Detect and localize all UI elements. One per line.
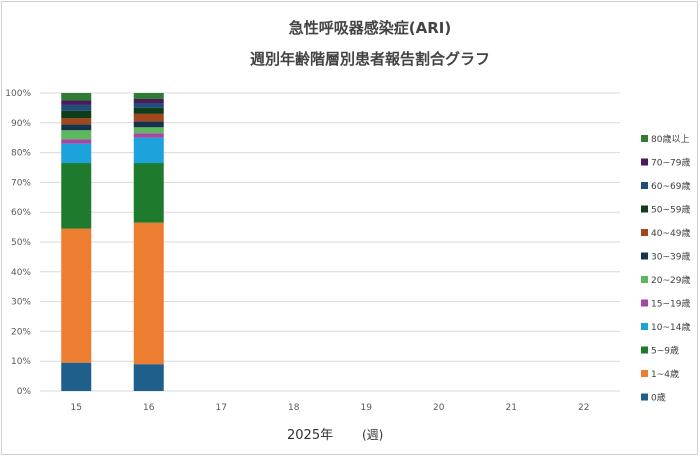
y-tick-label: 30%: [11, 298, 31, 308]
chart-title: 急性呼吸器感染症(ARI): [288, 19, 452, 37]
bar-segment: [61, 228, 92, 363]
bar-segment: [61, 118, 92, 125]
chart-subtitle: 週別年齢階層別患者報告割合グラフ: [249, 50, 490, 68]
bar-segment: [61, 163, 92, 229]
legend-label: 50~59歳: [651, 204, 690, 216]
bar-segment: [61, 139, 92, 144]
bar-segment: [133, 127, 164, 134]
y-tick-label: 100%: [5, 89, 31, 99]
legend-label: 5~9歳: [651, 345, 679, 357]
y-tick-label: 80%: [11, 149, 31, 159]
bar-segment: [133, 98, 164, 104]
y-tick-label: 50%: [11, 238, 31, 248]
legend-swatch: [641, 182, 648, 189]
x-axis-ticks: 15 16 17 18 19 20 21 22: [71, 403, 590, 413]
legend: 80歳以上 70~79歳 60~69歳 50~59歳 40~49歳 30~39歳 20~29…: [641, 133, 690, 404]
legend-swatch: [641, 346, 648, 354]
y-tick-label: 90%: [11, 119, 31, 129]
bar-segment: [133, 133, 164, 138]
legend-swatch: [641, 252, 648, 260]
bar-segment: [61, 143, 92, 164]
y-tick-label: 60%: [11, 208, 31, 218]
bar-segment: [61, 104, 92, 111]
legend-label: 80歳以上: [651, 133, 689, 145]
legend-label: 60~69歳: [651, 180, 690, 192]
bar-segment: [133, 103, 164, 108]
bar-segment: [133, 107, 164, 114]
bar-segment: [61, 362, 92, 391]
legend-swatch: [641, 229, 648, 236]
legend-label: 15~19歳: [651, 298, 690, 310]
legend-label: 70~79歳: [651, 157, 690, 169]
bar-segment: [61, 130, 92, 140]
y-tick-label: 0%: [17, 387, 32, 397]
legend-swatch: [641, 135, 648, 142]
legend-label: 1~4歳: [651, 368, 679, 380]
x-tick-label: 21: [506, 403, 517, 413]
bar-segment: [61, 93, 92, 101]
bar-segment: [133, 121, 164, 128]
y-tick-label: 70%: [11, 178, 31, 188]
gridlines: [40, 92, 620, 392]
bar-segment: [133, 364, 164, 391]
legend-label: 10~14歳: [651, 321, 690, 333]
legend-swatch: [641, 323, 648, 330]
legend-swatch: [641, 370, 648, 377]
y-tick-label: 10%: [11, 357, 31, 367]
legend-swatch: [641, 393, 648, 401]
legend-swatch: [641, 276, 648, 283]
x-tick-label: 17: [216, 403, 227, 413]
bar-segment: [61, 110, 92, 119]
bar-segment: [133, 113, 164, 122]
bar-segment: [133, 222, 164, 365]
legend-label: 0歳: [651, 392, 666, 404]
y-tick-label: 40%: [11, 268, 31, 278]
x-tick-label: 16: [143, 403, 155, 413]
x-axis-label: 2025年: [287, 428, 334, 443]
legend-swatch: [641, 299, 648, 307]
x-axis-unit: (週): [362, 428, 384, 442]
bar-segment: [133, 163, 164, 223]
bar-segment: [61, 100, 92, 105]
y-axis-ticks: 0% 10% 20% 30% 40% 50% 60% 70% 80% 90% 100%: [5, 89, 31, 397]
bars: [61, 93, 164, 391]
x-tick-label: 22: [578, 403, 589, 413]
bar-segment: [133, 93, 164, 99]
x-tick-label: 18: [288, 403, 300, 413]
legend-label: 20~29歳: [651, 274, 690, 286]
x-tick-label: 20: [433, 403, 445, 413]
legend-label: 40~49歳: [651, 227, 690, 239]
legend-swatch: [641, 158, 648, 166]
legend-swatch: [641, 205, 648, 213]
x-tick-label: 19: [361, 403, 373, 413]
legend-label: 30~39歳: [651, 251, 690, 263]
bar-segment: [61, 124, 92, 131]
y-tick-label: 20%: [11, 327, 31, 337]
x-tick-label: 15: [71, 403, 82, 413]
bar-segment: [133, 137, 164, 164]
